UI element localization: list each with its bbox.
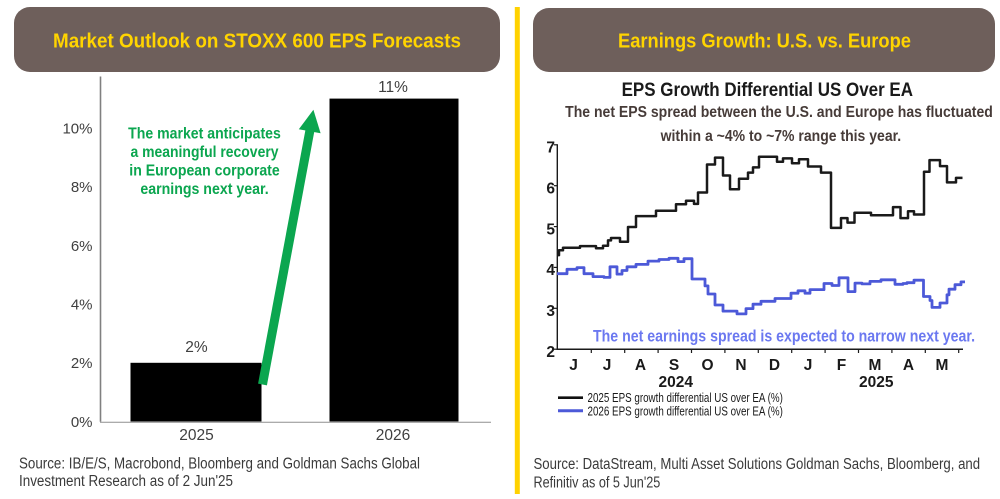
svg-text:2%: 2% bbox=[185, 339, 208, 356]
svg-text:D: D bbox=[769, 357, 780, 374]
svg-text:0%: 0% bbox=[71, 414, 93, 431]
svg-text:2024: 2024 bbox=[658, 374, 693, 391]
svg-text:Investment Research as of 2 Ju: Investment Research as of 2 Jun'25 bbox=[19, 473, 233, 490]
svg-text:11%: 11% bbox=[378, 79, 408, 96]
svg-text:2025: 2025 bbox=[859, 374, 894, 391]
svg-text:The market anticipates: The market anticipates bbox=[128, 126, 281, 143]
svg-text:8%: 8% bbox=[71, 179, 93, 196]
svg-text:The net earnings spread is exp: The net earnings spread is expected to n… bbox=[593, 327, 975, 345]
svg-text:A: A bbox=[635, 357, 646, 374]
svg-text:J: J bbox=[804, 357, 813, 374]
svg-text:2025 EPS growth differential U: 2025 EPS growth differential US over EA … bbox=[588, 391, 783, 405]
svg-text:5: 5 bbox=[546, 221, 555, 238]
svg-text:O: O bbox=[701, 357, 713, 374]
svg-text:2%: 2% bbox=[71, 355, 93, 372]
svg-text:Source: DataStream, Multi Asse: Source: DataStream, Multi Asset Solution… bbox=[534, 456, 981, 473]
svg-text:F: F bbox=[837, 357, 846, 374]
svg-text:M: M bbox=[869, 357, 882, 374]
svg-text:N: N bbox=[735, 357, 746, 374]
svg-text:6%: 6% bbox=[71, 238, 93, 255]
svg-text:2: 2 bbox=[546, 344, 555, 361]
svg-text:6: 6 bbox=[546, 180, 555, 197]
svg-text:2026: 2026 bbox=[376, 427, 410, 444]
svg-text:2025: 2025 bbox=[179, 427, 213, 444]
svg-text:a meaningful recovery: a meaningful recovery bbox=[131, 144, 279, 161]
svg-text:The net EPS spread between the: The net EPS spread between the U.S. and … bbox=[565, 104, 993, 121]
svg-text:in European corporate: in European corporate bbox=[129, 163, 279, 180]
svg-text:EPS Growth Differential US Ove: EPS Growth Differential US Over EA bbox=[622, 79, 913, 101]
svg-text:2026 EPS growth differential U: 2026 EPS growth differential US over EA … bbox=[588, 404, 783, 418]
svg-text:4%: 4% bbox=[71, 297, 93, 314]
svg-text:Source: IB/E/S, Macrobond, Blo: Source: IB/E/S, Macrobond, Bloomberg and… bbox=[19, 455, 420, 472]
svg-text:within a ~4% to ~7% range this: within a ~4% to ~7% range this year. bbox=[660, 128, 901, 145]
svg-text:Earnings Growth: U.S. vs. Euro: Earnings Growth: U.S. vs. Europe bbox=[618, 31, 911, 53]
svg-text:A: A bbox=[903, 357, 914, 374]
svg-text:3: 3 bbox=[546, 303, 555, 320]
svg-text:Refinitiv as of 5 Jun'25: Refinitiv as of 5 Jun'25 bbox=[534, 474, 661, 491]
svg-text:Market Outlook on STOXX 600 EP: Market Outlook on STOXX 600 EPS Forecast… bbox=[53, 31, 461, 53]
svg-text:4: 4 bbox=[546, 262, 555, 279]
svg-text:7: 7 bbox=[546, 140, 555, 157]
svg-text:J: J bbox=[569, 357, 578, 374]
svg-text:earnings next year.: earnings next year. bbox=[140, 181, 268, 198]
svg-text:S: S bbox=[669, 357, 679, 374]
svg-text:M: M bbox=[936, 357, 949, 374]
svg-text:J: J bbox=[603, 357, 612, 374]
svg-text:10%: 10% bbox=[62, 120, 92, 137]
